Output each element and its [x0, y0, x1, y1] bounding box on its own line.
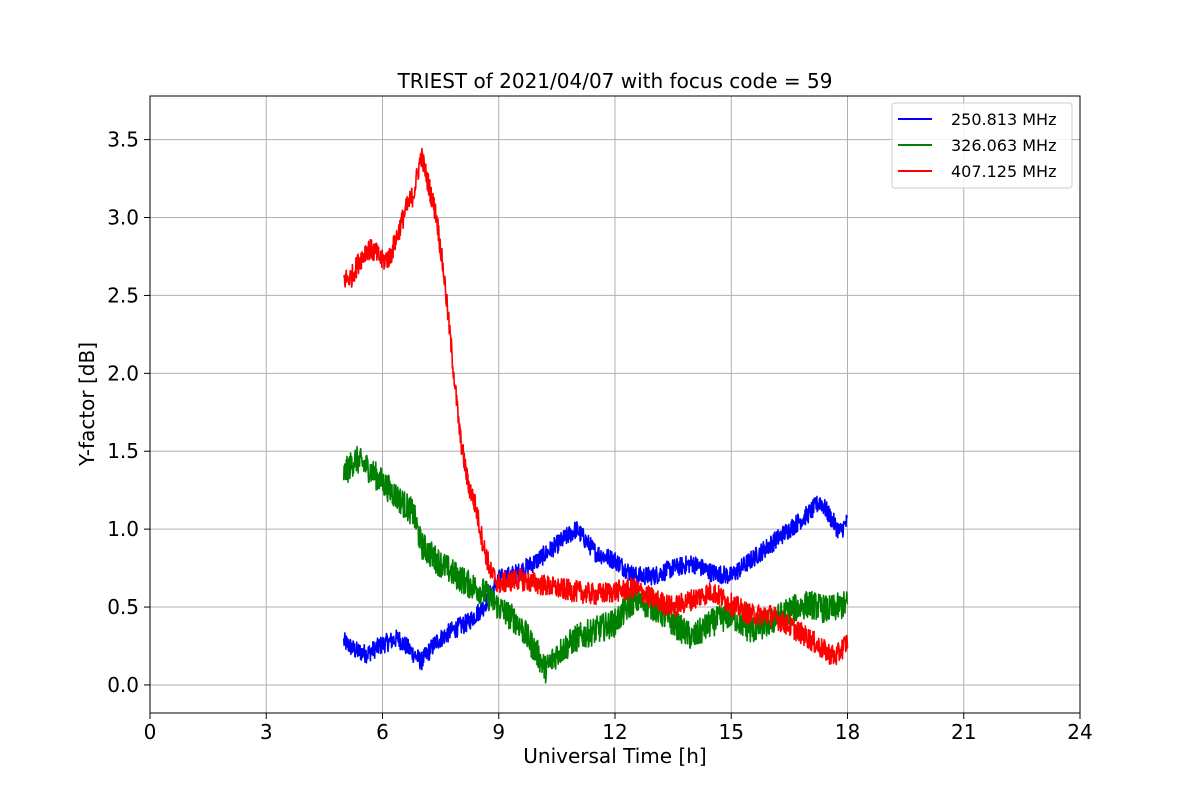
y-tick-label: 3.5	[107, 128, 139, 152]
legend-box	[891, 102, 1073, 189]
x-tick-label: 21	[951, 720, 976, 744]
x-tick-label: 0	[144, 720, 157, 744]
legend: 250.813 MHz 326.063 MHz 407.125 MHz	[891, 102, 1073, 189]
series-layer	[342, 147, 849, 684]
y-axis-label: Y-factor [dB]	[75, 342, 99, 467]
y-tick-label: 2.0	[107, 361, 139, 385]
legend-label: 326.063 MHz	[951, 136, 1056, 155]
y-tick-label: 1.5	[107, 439, 139, 463]
legend-label: 250.813 MHz	[951, 110, 1056, 129]
x-tick-label: 18	[835, 720, 860, 744]
x-tick-label: 9	[492, 720, 505, 744]
series-line	[342, 445, 849, 684]
y-tick-label: 2.5	[107, 283, 139, 307]
x-axis-label: Universal Time [h]	[523, 744, 706, 768]
ticks: 0 3 6 9 12 15 18 21 24 0.0 0.5 1.0 1.5 2.0 2.5 3.0 3.5	[107, 128, 1093, 744]
x-tick-label: 3	[260, 720, 273, 744]
x-tick-label: 6	[376, 720, 389, 744]
series-line	[342, 495, 849, 671]
series-line	[342, 147, 849, 666]
x-tick-label: 15	[719, 720, 744, 744]
y-tick-label: 3.0	[107, 206, 139, 230]
y-tick-label: 1.0	[107, 517, 139, 541]
y-tick-label: 0.5	[107, 595, 139, 619]
x-tick-label: 12	[602, 720, 627, 744]
chart-title: TRIEST of 2021/04/07 with focus code = 5…	[397, 69, 833, 93]
y-tick-label: 0.0	[107, 673, 139, 697]
legend-label: 407.125 MHz	[951, 162, 1056, 181]
x-tick-label: 24	[1067, 720, 1092, 744]
